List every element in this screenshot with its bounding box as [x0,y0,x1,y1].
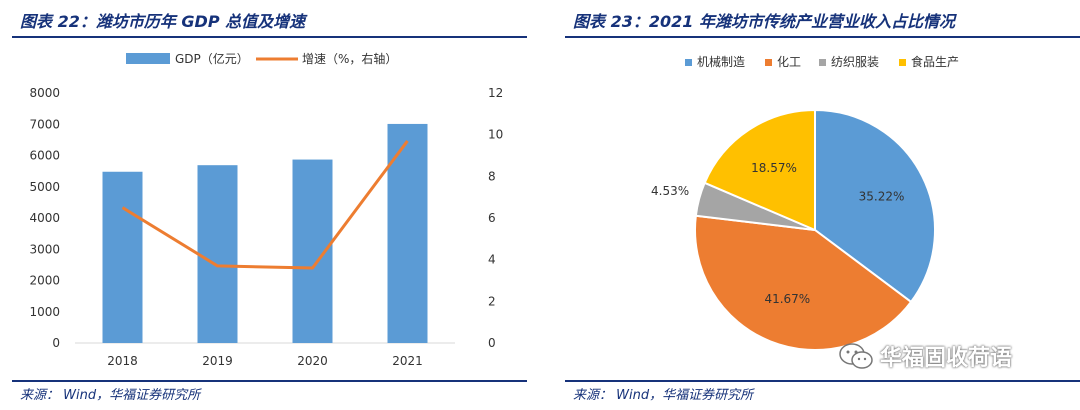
watermark: 华福固收荷语 [838,340,1012,372]
gdp-bars [102,123,428,343]
y-tick-label: 7000 [29,117,60,131]
pie-labels: 35.22% 41.67% 4.53% 18.57% [651,161,904,306]
x-axis: 2018 2019 2020 2021 [107,354,423,368]
legend-label: 食品生产 [911,54,959,69]
pie-slice-label: 18.57% [751,161,797,175]
pie-slice-label: 35.22% [859,190,905,204]
y-tick-label: 8000 [29,86,60,100]
gdp-bar [387,123,428,343]
growth-series-line [121,140,409,270]
title-divider [12,36,527,38]
y-axis-right: 0 2 4 6 8 10 12 [488,86,503,350]
x-tick-label: 2019 [202,354,233,368]
gdp-legend: GDP（亿元） 增速（%，右轴） [126,51,397,66]
industry-pie-chart: 机械制造 化工 纺织服装 食品生产 35.22% 41.67% 4.53% 18.57% [651,54,959,351]
y2-tick-label: 6 [488,211,496,225]
gdp-bar [197,165,238,343]
legend-gdp-swatch [126,53,170,64]
y-tick-label: 6000 [29,149,60,163]
legend-swatch [765,59,772,66]
y-tick-label: 0 [52,336,60,350]
source-divider [565,380,1080,382]
legend-growth-label: 增速（%，右轴） [302,51,397,66]
gdp-chart-source: 来源： Wind，华福证券研究所 [20,388,201,403]
industry-pie-panel: 图表 23：2021 年潍坊市传统产业营业收入占比情况 机械制造 化工 纺织服装 食品… [553,0,1080,410]
pie-slices [694,108,936,351]
y2-tick-label: 2 [488,294,496,308]
pie-chart-title: 图表 23：2021 年潍坊市传统产业营业收入占比情况 [573,12,955,31]
y2-tick-label: 12 [488,86,503,100]
watermark-text: 华福固收荷语 [880,346,1013,371]
y-tick-label: 5000 [29,180,60,194]
y2-tick-label: 8 [488,169,496,183]
y-axis-left: 0 1000 2000 3000 4000 5000 6000 7000 8000 [29,86,60,350]
pie-slice [694,214,913,351]
legend-swatch [819,59,826,66]
legend-swatch [899,59,906,66]
x-tick-label: 2020 [297,354,328,368]
pie-slice-label: 4.53% [651,184,689,198]
pie-slice [814,108,936,304]
y-tick-label: 4000 [29,211,60,225]
gdp-chart-panel: 图表 22：潍坊市历年 GDP 总值及增速 GDP（亿元） 增速（%，右轴） 0… [0,0,527,410]
y-tick-label: 2000 [29,274,60,288]
y2-tick-label: 4 [488,253,496,267]
y-tick-label: 1000 [29,305,60,319]
pie-slice [703,108,816,232]
gdp-bar [102,171,143,343]
y2-tick-label: 10 [488,128,503,142]
legend-label: 纺织服装 [831,55,879,69]
growth-line [121,140,409,270]
x-tick-label: 2018 [107,354,138,368]
pie-chart-source: 来源： Wind，华福证券研究所 [573,388,754,403]
wechat-icon [839,343,873,369]
legend-label: 机械制造 [697,54,745,69]
gdp-bar-line-chart: GDP（亿元） 增速（%，右轴） 01000200030004000500060… [29,51,503,368]
pie-legend: 机械制造 化工 纺织服装 食品生产 [685,54,959,69]
source-divider [12,380,527,382]
x-tick-label: 2021 [392,354,423,368]
legend-gdp-label: GDP（亿元） [175,51,249,66]
legend-label: 化工 [777,55,801,69]
y-tick-label: 3000 [29,242,60,256]
y2-tick-label: 0 [488,336,496,350]
gdp-chart-title: 图表 22：潍坊市历年 GDP 总值及增速 [20,12,306,31]
title-divider [565,36,1080,38]
legend-swatch [685,59,692,66]
pie-slice-label: 41.67% [764,292,810,306]
